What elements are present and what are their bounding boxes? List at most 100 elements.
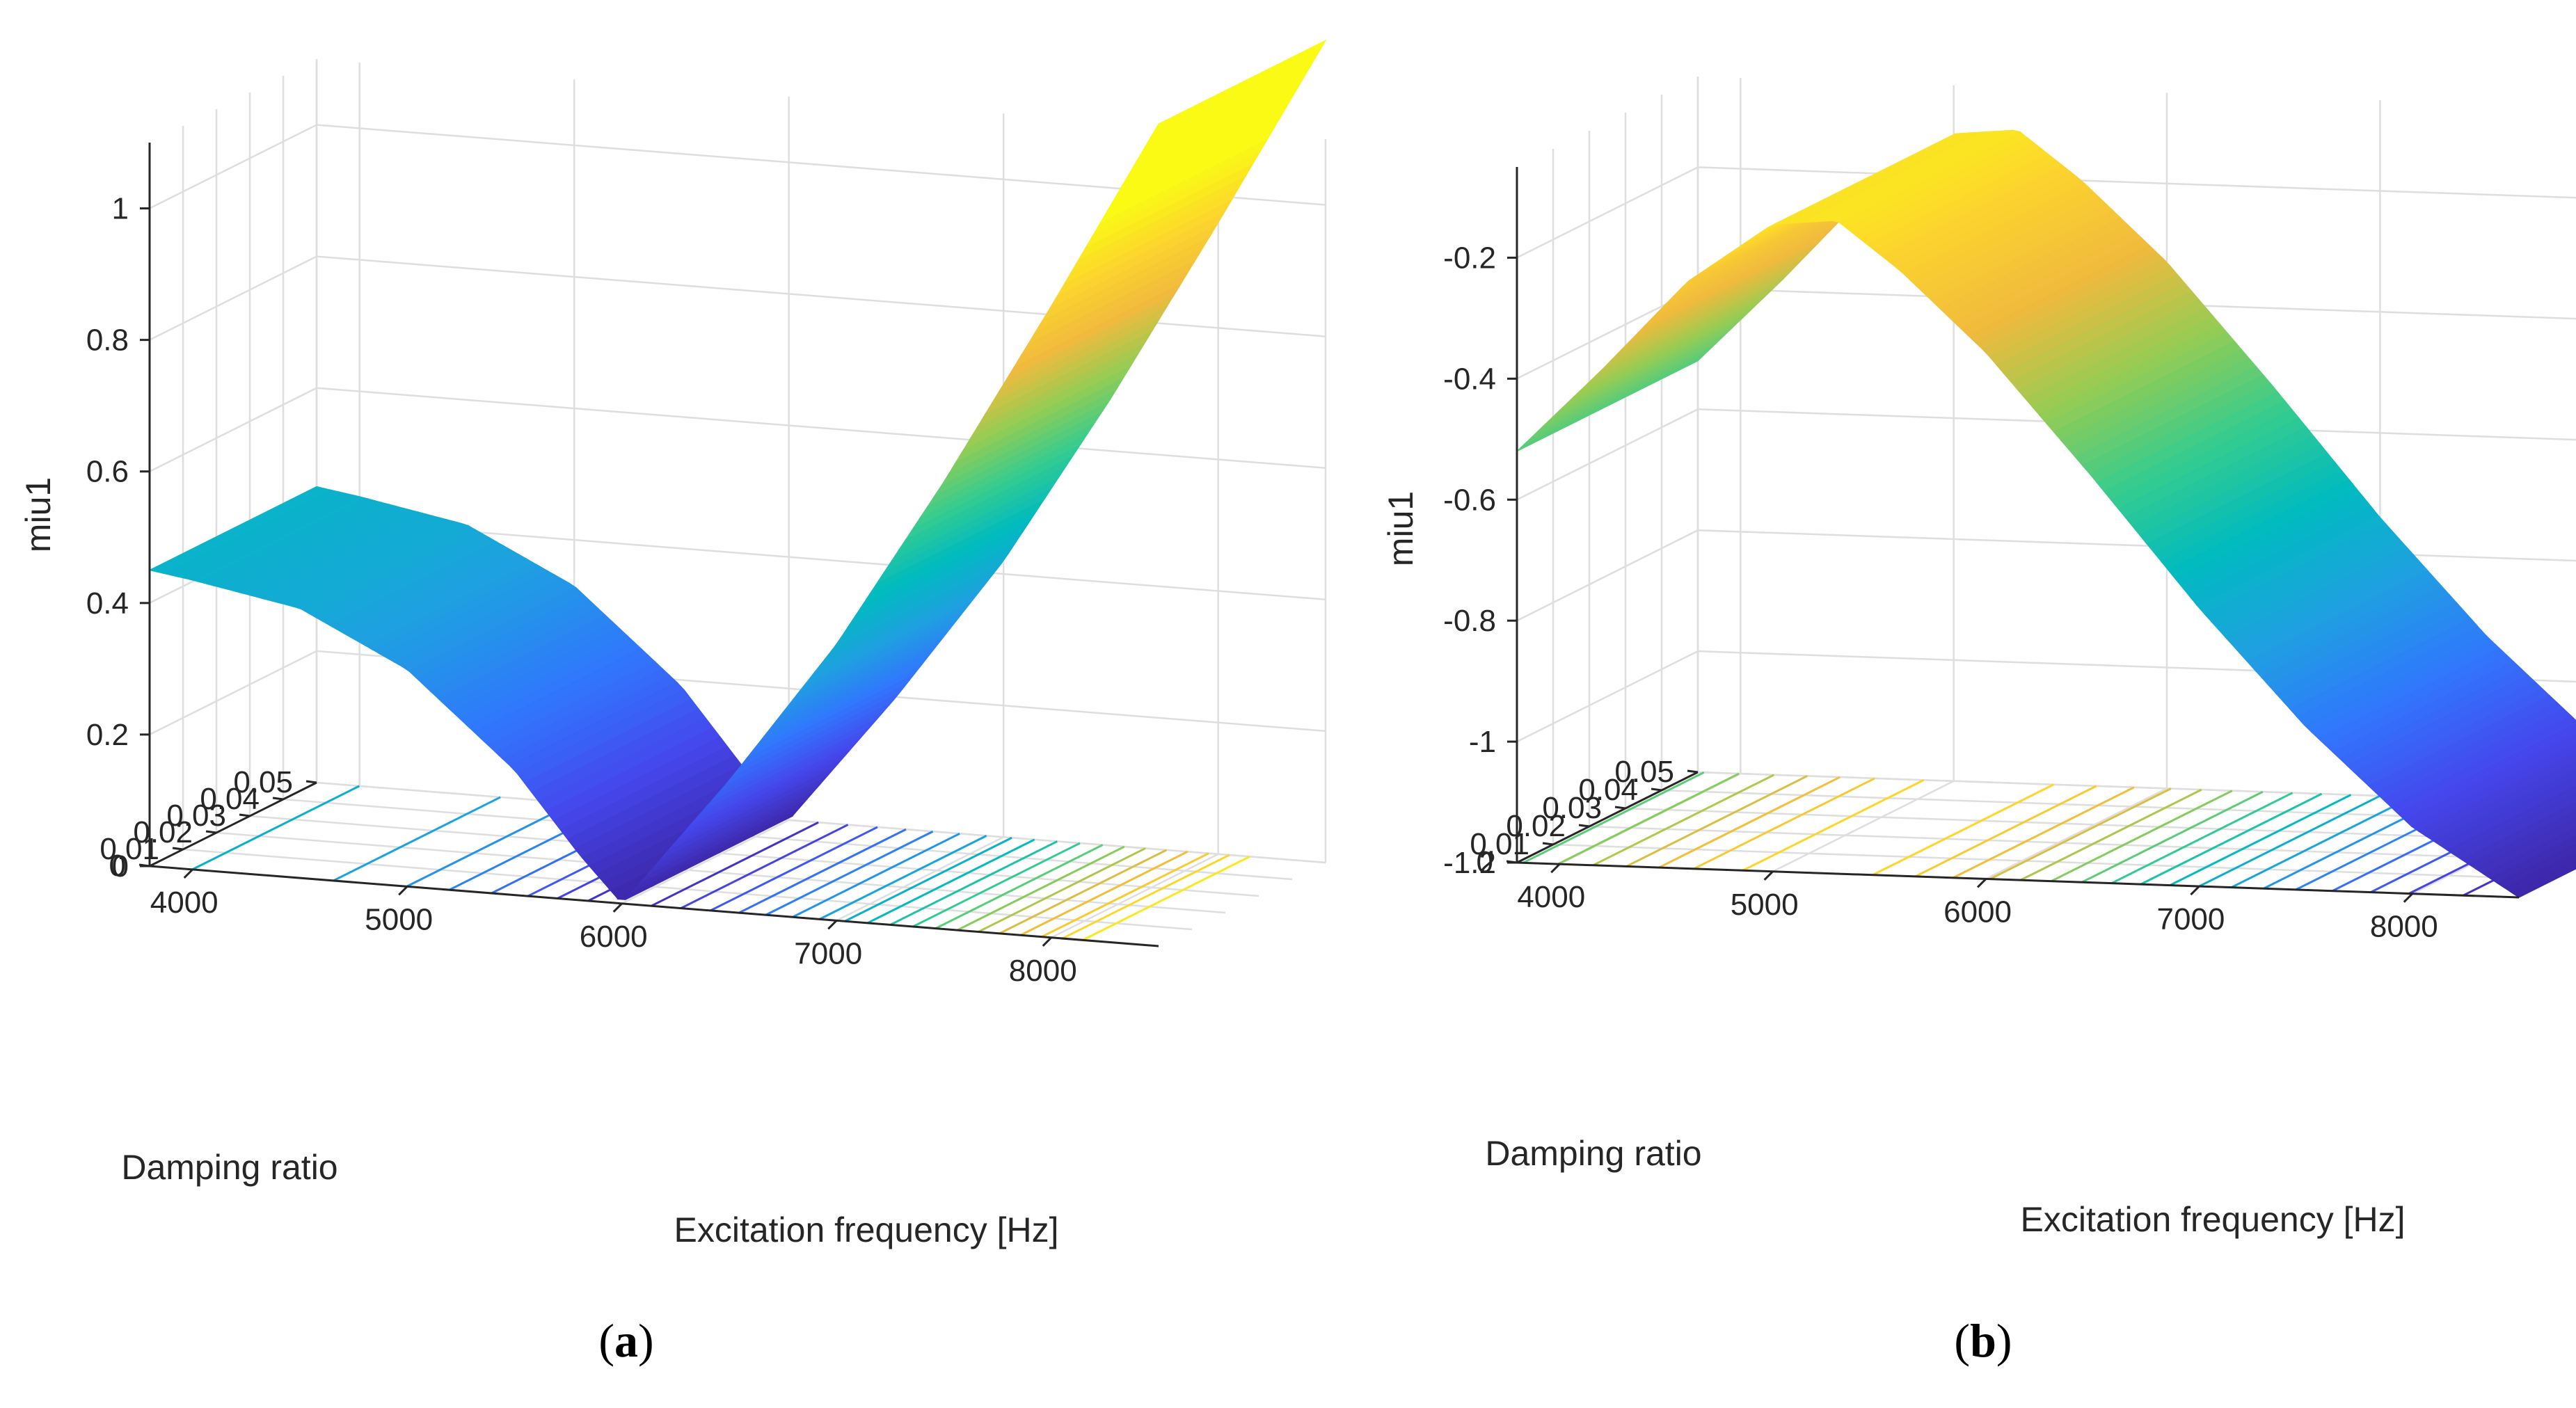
x-axis-title: Excitation frequency [Hz] <box>674 1210 1058 1249</box>
x-tick-label: 5000 <box>1731 888 1799 922</box>
y-tick-label: 0 <box>109 849 126 883</box>
tick-labels: -1.2 -1 -0.8 -0.6 -0.4 -0.2 4000 5000 6000 7000 80… <box>1443 241 2438 943</box>
contour-line <box>1872 783 2054 877</box>
y-tick <box>1542 842 1554 846</box>
contour-line <box>710 826 878 912</box>
surface-strip <box>2489 835 2576 884</box>
y-tick-label: 0.05 <box>1614 755 1674 789</box>
y-tick-label: 0.04 <box>200 782 260 816</box>
x-tick <box>2190 885 2200 896</box>
contour-line <box>2198 794 2381 888</box>
panel-b: -1.2 -1 -0.8 -0.6 -0.4 -0.2 4000 5000 6000 7000 80… <box>1381 77 2576 1367</box>
contour-line <box>2169 794 2352 886</box>
z-tick-label: -0.2 <box>1443 241 1496 275</box>
z-tick-label: -0.8 <box>1443 604 1496 638</box>
surface-strip <box>2439 777 2576 851</box>
x-gridline <box>192 62 360 871</box>
contour-line <box>1062 854 1230 940</box>
contour-line <box>2020 788 2202 881</box>
surface-strip <box>2389 715 2576 814</box>
y-tick-label: 0.01 <box>100 832 159 866</box>
surface-strip <box>2482 826 2576 879</box>
surface-strip <box>2511 860 2576 898</box>
x-tick <box>1763 870 1774 881</box>
contour-line <box>2231 796 2413 888</box>
contour-line <box>819 835 987 920</box>
z-tick-label: -1 <box>1469 725 1496 759</box>
panel-caption: (a) <box>598 1314 653 1367</box>
x-tick <box>183 868 193 879</box>
contour-line <box>1020 850 1188 936</box>
caption-close-paren: ) <box>638 1314 654 1367</box>
z-tick-label: 0.8 <box>86 323 129 358</box>
z-gridline <box>149 650 1326 736</box>
z-tick-label: -0.4 <box>1443 362 1496 396</box>
x-tick <box>827 920 838 930</box>
caption-open-paren: ( <box>1954 1314 1970 1367</box>
surface-strip <box>2496 843 2576 889</box>
contour-line <box>191 785 360 871</box>
x-tick-label: 4000 <box>150 886 218 920</box>
x-tick <box>1042 936 1052 947</box>
x-axis-line <box>149 865 1159 947</box>
x-tick-label: 6000 <box>580 920 648 954</box>
x-tick-label: 7000 <box>2156 902 2225 936</box>
y-tick <box>272 797 284 801</box>
x-tick-label: 6000 <box>1943 895 2012 929</box>
x-tick-label: 7000 <box>794 936 862 970</box>
x-tick-label: 8000 <box>2370 910 2438 944</box>
contour-line <box>935 844 1104 929</box>
z-tick-label: -0.6 <box>1443 483 1496 517</box>
y-tick-label: 0.05 <box>233 765 293 799</box>
contour-line <box>912 842 1081 928</box>
surface-strip <box>2467 810 2576 870</box>
contour-line <box>1742 778 1925 872</box>
panel-caption: (b) <box>1954 1314 2012 1367</box>
contour-line <box>1658 776 1840 869</box>
caption-open-paren: ( <box>598 1314 614 1367</box>
contour-line <box>957 845 1125 931</box>
contour-line <box>1082 856 1250 941</box>
x-tick <box>2403 893 2413 903</box>
contour-line <box>1041 852 1209 938</box>
y-axis-title: Damping ratio <box>1485 1134 1701 1173</box>
y-axis-line <box>1516 771 1699 864</box>
surface-strip <box>1150 39 1327 138</box>
z-tick-label: 1 <box>112 192 129 226</box>
contour-line <box>889 840 1058 926</box>
contour-line <box>765 830 934 916</box>
x-tick <box>1550 863 1561 874</box>
y-tick <box>1578 824 1590 828</box>
z-tick-label: 0.2 <box>86 718 129 752</box>
y-tick-label: 0.04 <box>1578 773 1638 807</box>
y-axis-line <box>149 781 317 867</box>
z-axis-title: miu1 <box>19 477 58 552</box>
contour-line <box>1915 785 2097 878</box>
z-tick-label: -1.2 <box>1443 846 1496 880</box>
contour-line <box>999 849 1168 935</box>
contour-line <box>2051 790 2233 883</box>
x-tick-label: 4000 <box>1517 880 1585 914</box>
x-tick <box>612 902 623 913</box>
surface-strip <box>2403 733 2576 827</box>
y-tick <box>239 813 251 817</box>
surface-strip <box>2425 760 2576 842</box>
surface <box>148 39 1327 900</box>
surface-strip <box>2454 794 2576 861</box>
axes <box>1506 167 2520 903</box>
y-tick <box>1687 769 1699 774</box>
y-tick <box>172 847 184 851</box>
y-tick-label: 0.02 <box>1506 809 1566 843</box>
contour-line <box>1693 777 1875 870</box>
caption-letter: a <box>614 1314 638 1367</box>
surface-strip <box>2504 851 2576 893</box>
contour-line <box>1522 771 1705 864</box>
contour-line <box>680 824 849 909</box>
z-axis-title: miu1 <box>1381 491 1420 566</box>
x-tick-label: 5000 <box>365 902 433 936</box>
z-gridline <box>149 387 1326 472</box>
surface-strip <box>2417 752 2576 837</box>
y-tick <box>305 780 317 784</box>
